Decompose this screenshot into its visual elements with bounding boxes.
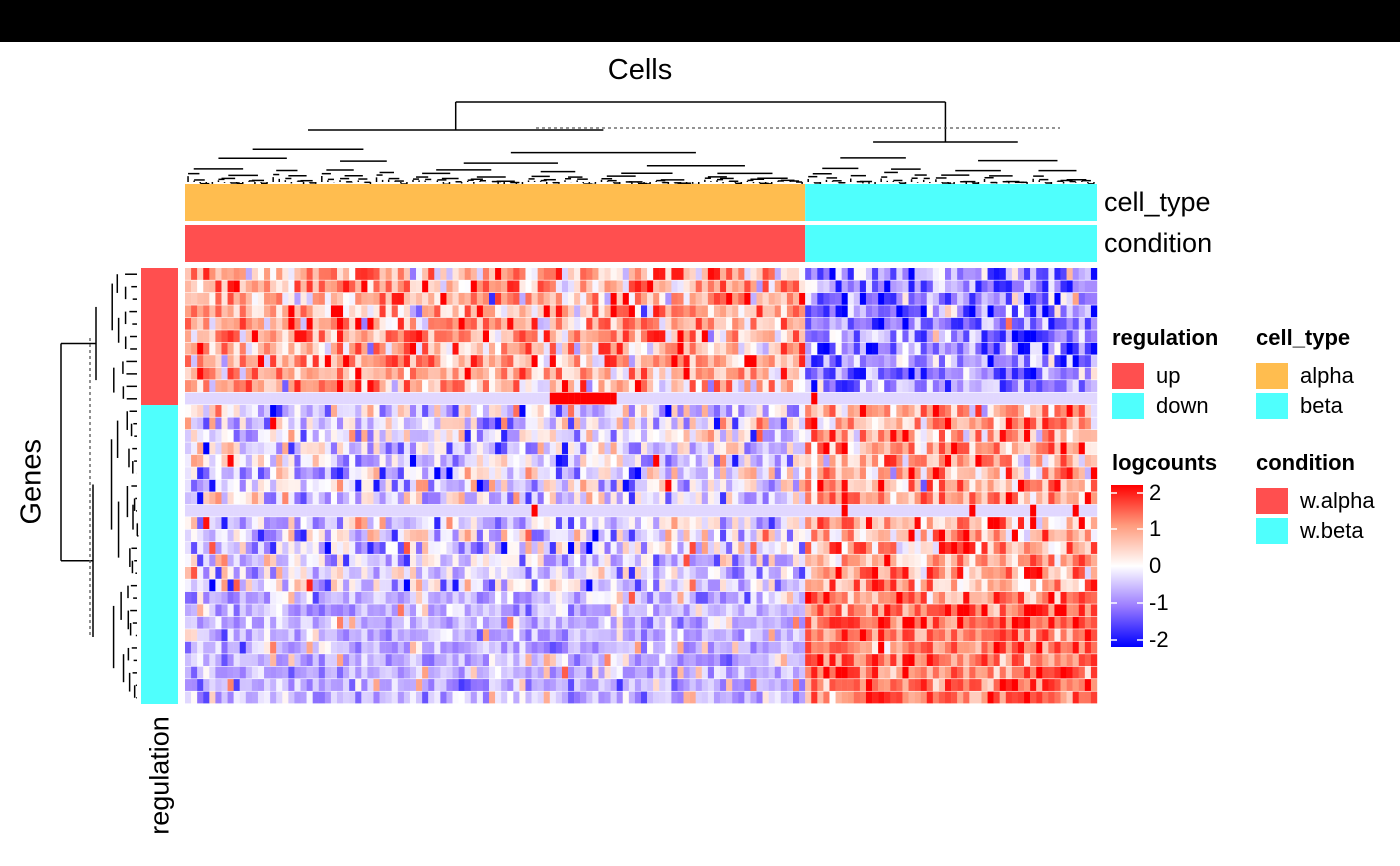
colorbar-tick-minus2: -2 [1149, 627, 1169, 652]
top-black-bar [0, 0, 1400, 42]
legend-label-up: up [1156, 363, 1181, 388]
legend-item-w-beta: w.beta [1256, 518, 1364, 544]
colorbar-tick-0: 0 [1149, 553, 1162, 578]
legend-swatch-alpha [1256, 363, 1288, 389]
logcounts-colorbar [1111, 485, 1143, 647]
colorbar-tick-2: 2 [1149, 480, 1162, 505]
colorbar-tick-1: 1 [1149, 516, 1162, 541]
legend-item-alpha: alpha [1256, 363, 1354, 389]
column-title: Cells [607, 54, 673, 86]
legend-swatch-beta [1256, 393, 1288, 419]
legend-title-condition: condition [1256, 450, 1355, 475]
top-annotations [185, 184, 1097, 262]
annotation-label-cell-type: cell_type [1104, 187, 1211, 217]
heatmap-body [185, 268, 1098, 704]
legend-item-beta: beta [1256, 393, 1343, 419]
legend-swatch-w-beta [1256, 518, 1288, 544]
legend-label-alpha: alpha [1300, 363, 1354, 388]
left-annotation-regulation [141, 268, 178, 704]
legend-item-w-alpha: w.alpha [1256, 488, 1375, 514]
column-dendrogram [187, 101, 1095, 188]
legend-title-cell-type: cell_type [1256, 325, 1351, 350]
legend-label-w-beta: w.beta [1300, 518, 1364, 543]
annotation-label-condition: condition [1104, 228, 1213, 258]
colorbar-tick-minus1: -1 [1149, 590, 1169, 615]
legend-label-down: down [1156, 393, 1209, 418]
legend-swatch-down [1112, 393, 1144, 419]
legend-item-up: up [1112, 363, 1180, 389]
row-dendrogram [60, 273, 139, 699]
legend-title-regulation: regulation [1112, 325, 1219, 350]
legend-swatch-w-alpha [1256, 488, 1288, 514]
legend-title-logcounts: logcounts [1112, 450, 1218, 475]
legend-label-beta: beta [1300, 393, 1343, 418]
legend-item-down: down [1112, 393, 1209, 419]
legend-label-w-alpha: w.alpha [1300, 488, 1375, 513]
legend-swatch-up [1112, 363, 1144, 389]
